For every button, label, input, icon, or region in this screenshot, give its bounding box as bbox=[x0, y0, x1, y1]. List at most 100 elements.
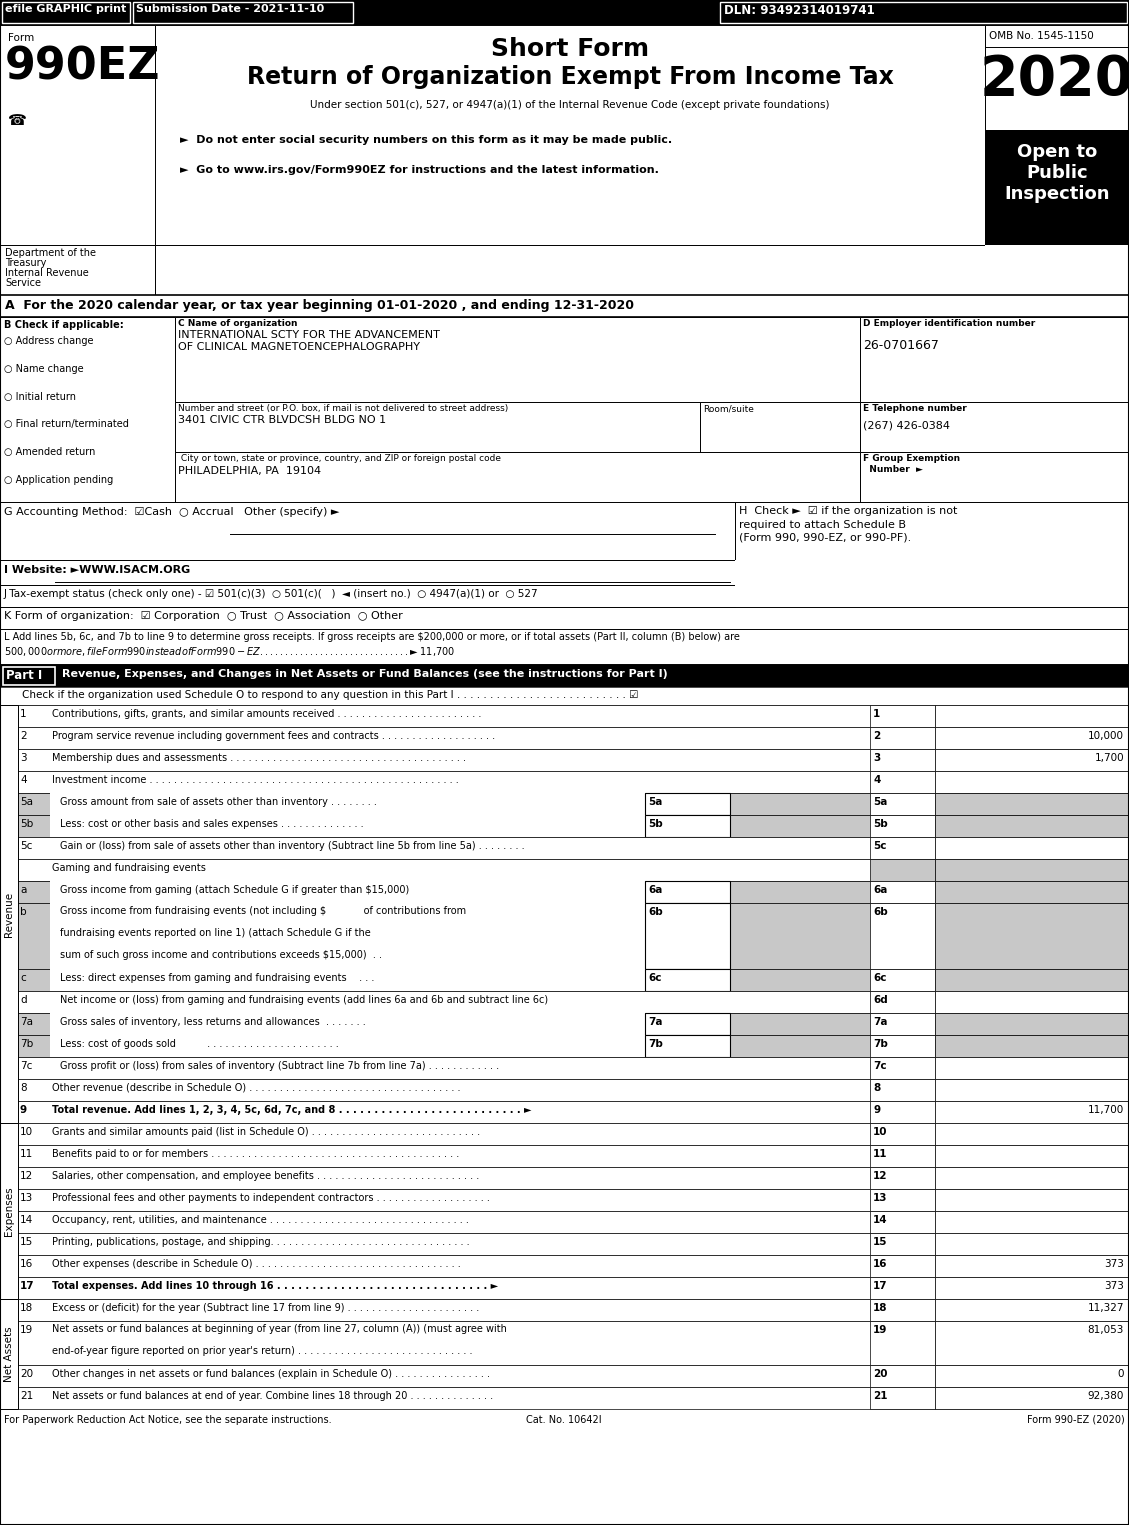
Bar bbox=[935, 1255, 1129, 1276]
Text: Form 990-EZ (2020): Form 990-EZ (2020) bbox=[1027, 1415, 1124, 1424]
Text: 8: 8 bbox=[873, 1083, 881, 1093]
Text: I Website: ►WWW.ISACM.ORG: I Website: ►WWW.ISACM.ORG bbox=[5, 564, 191, 575]
Text: 14: 14 bbox=[873, 1215, 887, 1225]
Text: Number and street (or P.O. box, if mail is not delivered to street address): Number and street (or P.O. box, if mail … bbox=[178, 404, 508, 413]
Bar bbox=[870, 1167, 935, 1190]
Text: Investment income . . . . . . . . . . . . . . . . . . . . . . . . . . . . . . . : Investment income . . . . . . . . . . . … bbox=[52, 775, 458, 785]
Bar bbox=[935, 1190, 1129, 1211]
Bar bbox=[935, 837, 1129, 859]
Bar bbox=[645, 1013, 730, 1035]
Text: 5a: 5a bbox=[20, 798, 33, 807]
Text: 990EZ: 990EZ bbox=[5, 46, 160, 88]
Bar bbox=[0, 586, 735, 607]
Text: Department of the: Department of the bbox=[5, 249, 96, 258]
Bar bbox=[0, 0, 1129, 24]
Bar bbox=[0, 665, 1129, 686]
Text: 1: 1 bbox=[873, 709, 881, 718]
Bar bbox=[870, 1299, 935, 1321]
Text: 18: 18 bbox=[873, 1302, 887, 1313]
Bar bbox=[935, 991, 1129, 1013]
Bar bbox=[0, 686, 1129, 705]
Text: City or town, state or province, country, and ZIP or foreign postal code: City or town, state or province, country… bbox=[178, 454, 501, 464]
Text: Cat. No. 10642I: Cat. No. 10642I bbox=[526, 1415, 602, 1424]
Bar bbox=[18, 1080, 1129, 1101]
Bar bbox=[935, 1057, 1129, 1080]
Text: Total revenue. Add lines 1, 2, 3, 4, 5c, 6d, 7c, and 8 . . . . . . . . . . . . .: Total revenue. Add lines 1, 2, 3, 4, 5c,… bbox=[52, 1106, 532, 1115]
Bar bbox=[18, 1255, 1129, 1276]
Text: 21: 21 bbox=[873, 1391, 887, 1401]
Text: Membership dues and assessments . . . . . . . . . . . . . . . . . . . . . . . . : Membership dues and assessments . . . . … bbox=[52, 753, 466, 762]
Text: K Form of organization:  ☑ Corporation  ○ Trust  ○ Association  ○ Other: K Form of organization: ☑ Corporation ○ … bbox=[5, 612, 403, 621]
Bar bbox=[870, 749, 935, 772]
Text: 0: 0 bbox=[1118, 1369, 1124, 1379]
Text: Room/suite: Room/suite bbox=[703, 404, 754, 413]
Text: 11: 11 bbox=[873, 1148, 887, 1159]
Bar bbox=[18, 1211, 1129, 1234]
Bar bbox=[870, 772, 935, 793]
Bar bbox=[18, 1145, 1129, 1167]
Bar bbox=[870, 1211, 935, 1234]
Text: Less: cost or other basis and sales expenses . . . . . . . . . . . . . .: Less: cost or other basis and sales expe… bbox=[60, 819, 364, 830]
Text: 19: 19 bbox=[873, 1325, 887, 1334]
Bar bbox=[870, 1365, 935, 1388]
Text: Return of Organization Exempt From Income Tax: Return of Organization Exempt From Incom… bbox=[246, 66, 893, 88]
Bar bbox=[935, 1145, 1129, 1167]
Text: 20: 20 bbox=[20, 1369, 33, 1379]
Text: 13: 13 bbox=[873, 1193, 887, 1203]
Text: H  Check ►  ☑ if the organization is not: H Check ► ☑ if the organization is not bbox=[739, 506, 957, 515]
Text: 5a: 5a bbox=[873, 798, 887, 807]
Text: 16: 16 bbox=[873, 1260, 887, 1269]
Text: Other changes in net assets or fund balances (explain in Schedule O) . . . . . .: Other changes in net assets or fund bala… bbox=[52, 1369, 490, 1379]
Text: ►  Go to www.irs.gov/Form990EZ for instructions and the latest information.: ► Go to www.irs.gov/Form990EZ for instru… bbox=[180, 165, 659, 175]
Text: 3: 3 bbox=[20, 753, 27, 762]
Bar bbox=[860, 317, 1129, 403]
Text: 4: 4 bbox=[873, 775, 881, 785]
Text: 5b: 5b bbox=[20, 819, 33, 830]
Text: Gross amount from sale of assets other than inventory . . . . . . . .: Gross amount from sale of assets other t… bbox=[60, 798, 377, 807]
Text: efile GRAPHIC print: efile GRAPHIC print bbox=[5, 5, 126, 14]
Text: 8: 8 bbox=[20, 1083, 27, 1093]
Bar bbox=[50, 903, 645, 968]
Bar bbox=[870, 1035, 935, 1057]
Text: sum of such gross income and contributions exceeds $15,000)  . .: sum of such gross income and contributio… bbox=[60, 950, 382, 961]
Bar bbox=[18, 1013, 1129, 1035]
Text: OF CLINICAL MAGNETOENCEPHALOGRAPHY: OF CLINICAL MAGNETOENCEPHALOGRAPHY bbox=[178, 342, 420, 352]
Bar bbox=[935, 749, 1129, 772]
Text: 7c: 7c bbox=[20, 1061, 33, 1071]
Text: Short Form: Short Form bbox=[491, 37, 649, 61]
Bar bbox=[735, 560, 1129, 607]
Text: 7c: 7c bbox=[873, 1061, 886, 1071]
Bar bbox=[935, 1013, 1129, 1035]
Text: 4: 4 bbox=[20, 775, 27, 785]
Text: Open to
Public
Inspection: Open to Public Inspection bbox=[1005, 143, 1110, 203]
Bar bbox=[175, 451, 860, 502]
Bar bbox=[18, 1388, 1129, 1409]
Bar bbox=[984, 130, 1129, 246]
Bar bbox=[50, 1013, 645, 1035]
Text: Internal Revenue: Internal Revenue bbox=[5, 268, 89, 278]
Bar bbox=[18, 1234, 1129, 1255]
Text: Printing, publications, postage, and shipping. . . . . . . . . . . . . . . . . .: Printing, publications, postage, and shi… bbox=[52, 1237, 470, 1247]
Bar bbox=[870, 1255, 935, 1276]
Text: 11,700: 11,700 bbox=[1087, 1106, 1124, 1115]
Bar bbox=[18, 772, 1129, 793]
Bar bbox=[935, 1276, 1129, 1299]
Text: 373: 373 bbox=[1104, 1260, 1124, 1269]
Text: Treasury: Treasury bbox=[5, 258, 46, 268]
Text: Total expenses. Add lines 10 through 16 . . . . . . . . . . . . . . . . . . . . : Total expenses. Add lines 10 through 16 … bbox=[52, 1281, 498, 1292]
Bar bbox=[18, 749, 1129, 772]
Text: fundraising events reported on line 1) (attach Schedule G if the: fundraising events reported on line 1) (… bbox=[60, 929, 370, 938]
Bar bbox=[2, 2, 130, 23]
Bar bbox=[935, 1234, 1129, 1255]
Bar bbox=[18, 881, 1129, 903]
Text: 5c: 5c bbox=[20, 840, 33, 851]
Text: Less: direct expenses from gaming and fundraising events    . . .: Less: direct expenses from gaming and fu… bbox=[60, 973, 375, 984]
Bar bbox=[935, 814, 1129, 837]
Text: Revenue: Revenue bbox=[5, 892, 14, 936]
Bar bbox=[0, 705, 18, 1122]
Bar bbox=[133, 2, 353, 23]
Bar bbox=[0, 1122, 18, 1299]
Text: B Check if applicable:: B Check if applicable: bbox=[5, 320, 124, 329]
Text: Net Assets: Net Assets bbox=[5, 1327, 14, 1382]
Text: 6d: 6d bbox=[873, 994, 887, 1005]
